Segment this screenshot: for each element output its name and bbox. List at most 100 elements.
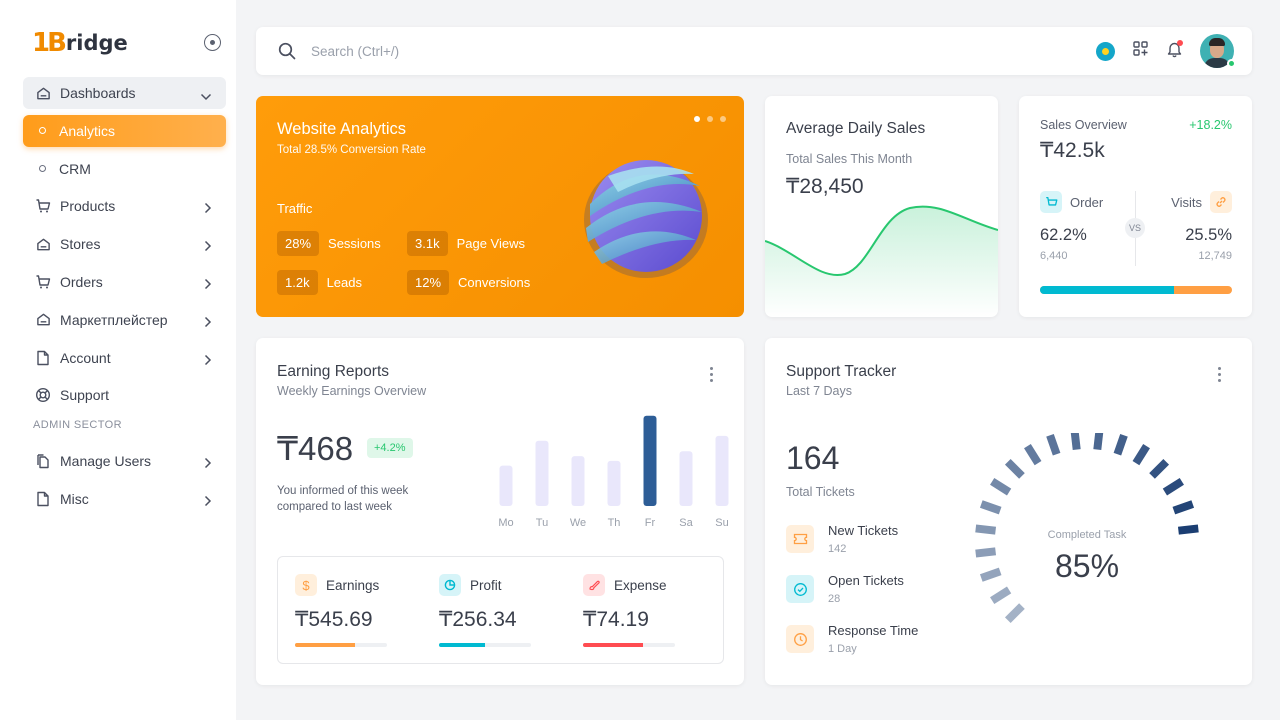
x-tick-label: We [570, 517, 586, 529]
chevron-right-icon [204, 353, 212, 369]
metric-label: Conversions [458, 275, 531, 290]
chevron-right-icon [204, 456, 212, 472]
sidebar-item-support[interactable]: Support [23, 379, 226, 411]
metric-value: 1.2k [277, 270, 318, 295]
total-tickets-label: Total Tickets [786, 485, 855, 499]
sidebar-item-crm[interactable]: CRM [23, 153, 226, 185]
card-subtitle: Total 28.5% Conversion Rate [277, 144, 426, 156]
dollar-icon: $ [295, 574, 317, 596]
order-label-group: Order [1040, 191, 1103, 213]
lifebuoy-icon [35, 387, 51, 403]
sidebar-item-orders[interactable]: Orders [23, 266, 226, 298]
language-flag-icon[interactable] [1096, 41, 1115, 61]
x-tick-label: Mo [498, 517, 513, 529]
cart-icon [35, 274, 51, 290]
stat-progress [583, 643, 675, 647]
gauge-tick [975, 547, 997, 558]
link-icon [1210, 191, 1232, 213]
sidebar-item-label: Маркетплейстер [60, 311, 168, 328]
metric-label: Leads [326, 275, 362, 290]
gauge-tick [990, 586, 1012, 604]
sidebar-item-manage-users[interactable]: Manage Users [23, 445, 226, 477]
total-tickets-value: 164 [786, 440, 840, 476]
gauge-tick [979, 500, 1002, 515]
visits-label-group: Visits [1171, 191, 1232, 213]
chevron-right-icon [204, 494, 212, 510]
ticket-icon [786, 525, 814, 553]
average-daily-sales-card: Average Daily Sales Total Sales This Mon… [765, 96, 998, 317]
metric-leads: 1.2k Leads [277, 270, 362, 295]
bar-su [715, 435, 729, 506]
home-icon [35, 85, 51, 101]
chevron-down-icon [200, 88, 212, 104]
search-input[interactable] [311, 40, 611, 62]
order-count: 6,440 [1040, 250, 1068, 262]
more-options-icon[interactable] [710, 367, 714, 385]
sidebar-toggle-icon[interactable] [204, 34, 221, 51]
shortcuts-icon[interactable] [1132, 40, 1149, 62]
order-progress-fill [1040, 286, 1175, 294]
notification-bell-icon[interactable] [1166, 39, 1183, 63]
more-options-icon[interactable] [1218, 367, 1222, 385]
stat-profit: Profit ₸256.34 [439, 574, 531, 647]
bar-we [571, 456, 585, 506]
card-title: Support Tracker [786, 363, 897, 380]
stat-label: Earnings [326, 577, 380, 593]
sidebar-item-products[interactable]: Products [23, 190, 226, 222]
carousel-dot[interactable] [720, 116, 726, 122]
x-tick-label: Sa [679, 517, 693, 529]
website-analytics-card: Website Analytics Total 28.5% Conversion… [256, 96, 744, 317]
sidebar-nav: Dashboards Analytics CRM Products Stores [23, 77, 226, 521]
sidebar-item-misc[interactable]: Misc [23, 483, 226, 515]
sidebar-item-account[interactable]: Account [23, 342, 226, 374]
gauge-tick [1093, 433, 1104, 451]
earning-reports-card: Earning Reports Weekly Earnings Overview… [256, 338, 744, 685]
x-tick-label: Th [608, 517, 621, 529]
sales-amount: ₸28,450 [786, 175, 864, 198]
card-subtitle: Total Sales This Month [786, 152, 913, 166]
stat-label: Expense [614, 577, 667, 593]
gauge-tick [1046, 433, 1061, 456]
metric-value: 3.1k [407, 231, 448, 256]
circle-icon [39, 165, 46, 173]
carousel-dot[interactable] [694, 116, 700, 122]
earning-amount: ₸468 [277, 430, 354, 467]
brand-logo[interactable]: 1B ridge [32, 28, 128, 58]
visits-percent: 25.5% [1185, 226, 1232, 244]
carousel-dot[interactable] [707, 116, 713, 122]
stat-expense: Expense ₸74.19 [583, 574, 675, 647]
sidebar-item-stores[interactable]: Stores [23, 228, 226, 260]
top-actions [1096, 34, 1234, 68]
gauge-tick [1172, 500, 1195, 515]
cart-icon [1040, 191, 1062, 213]
card-subtitle: Last 7 Days [786, 384, 853, 398]
earning-note-line-1: You informed of this week [277, 485, 409, 497]
metric-sessions: 28% Sessions [277, 231, 381, 256]
abstract-3d-illustration [584, 160, 708, 278]
change-percent: +18.2% [1189, 118, 1232, 132]
vs-badge: VS [1125, 218, 1145, 238]
sidebar-item-label: Misc [60, 491, 89, 508]
sidebar-item-analytics[interactable]: Analytics [23, 114, 226, 147]
support-tracker-card: Support Tracker Last 7 Days 164 Total Ti… [765, 338, 1252, 685]
stat-label: Profit [470, 577, 502, 593]
files-icon [35, 453, 51, 469]
sidebar-item-dashboards[interactable]: Dashboards [23, 77, 226, 109]
ticket-label: Response Time [828, 623, 919, 638]
file-icon [35, 491, 51, 507]
notification-dot [1177, 39, 1183, 46]
search-icon[interactable] [278, 42, 296, 65]
sidebar-item-marketplace[interactable]: Маркетплейстер [23, 304, 226, 336]
logo-text: ridge [65, 31, 128, 55]
card-title: Website Analytics [277, 120, 407, 138]
gauge-tick [1070, 433, 1081, 451]
order-visits-progress [1040, 286, 1232, 294]
bar-mo [499, 465, 513, 506]
overview-amount: ₸42.5k [1040, 139, 1105, 162]
ticket-value: 1 Day [828, 643, 857, 655]
sidebar-item-label: CRM [59, 160, 91, 177]
card-title: Average Daily Sales [786, 120, 926, 137]
gauge-tick [1162, 478, 1184, 496]
visits-count: 12,749 [1198, 250, 1232, 262]
stat-value: ₸256.34 [439, 608, 517, 631]
